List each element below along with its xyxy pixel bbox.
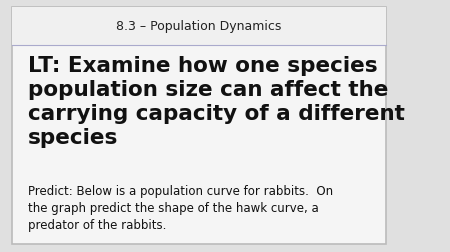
FancyBboxPatch shape [12, 8, 386, 45]
FancyBboxPatch shape [12, 8, 386, 244]
Text: Predict: Below is a population curve for rabbits.  On
the graph predict the shap: Predict: Below is a population curve for… [28, 184, 333, 231]
Text: 8.3 – Population Dynamics: 8.3 – Population Dynamics [116, 20, 281, 33]
Text: LT: Examine how one species
population size can affect the
carrying capacity of : LT: Examine how one species population s… [28, 55, 405, 147]
